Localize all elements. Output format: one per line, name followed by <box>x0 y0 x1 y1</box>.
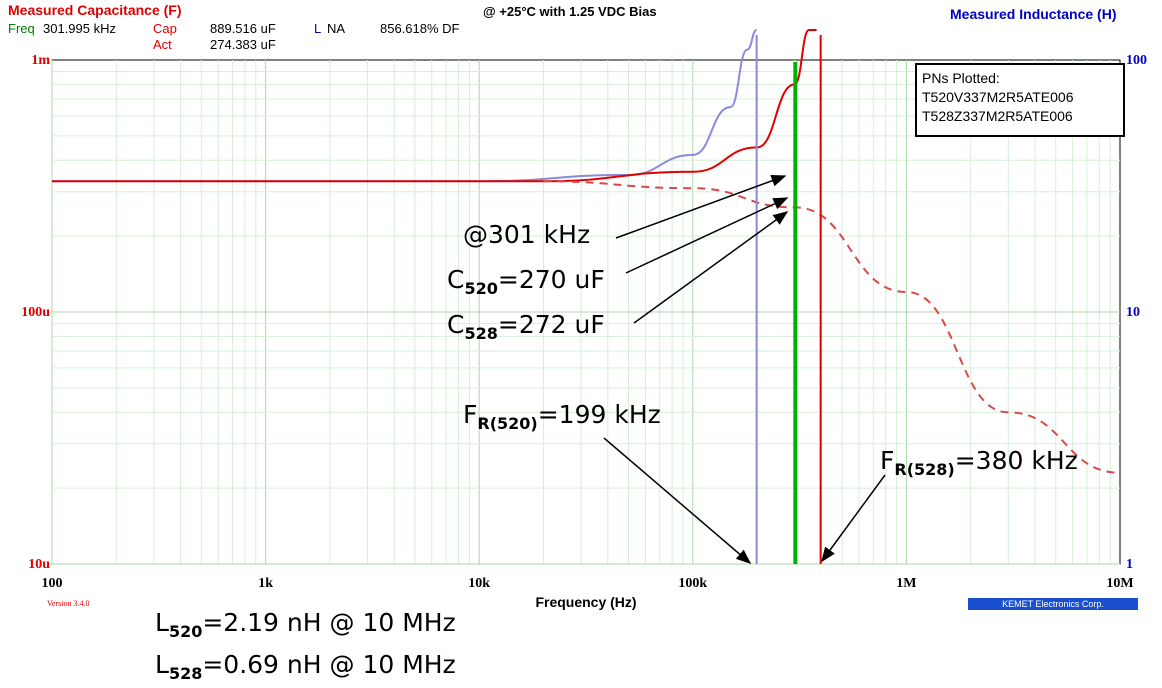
fr520-value: =199 kHz <box>537 400 661 429</box>
fr520-subscript: R(520) <box>477 414 538 433</box>
fr528-subscript: R(528) <box>894 460 955 479</box>
fr528-symbol: F <box>880 446 895 475</box>
fr520-symbol: F <box>463 400 478 429</box>
series <box>52 29 1121 474</box>
y2-tick-label: 1 <box>1126 557 1133 572</box>
x-axis-label: Frequency (Hz) <box>535 594 636 610</box>
freq-value: 301.995 kHz <box>43 21 116 36</box>
legend-item: T528Z337M2R5ATE006 <box>922 108 1073 124</box>
annotation-arrow <box>603 437 752 564</box>
y2-tick-label: 100 <box>1126 53 1147 68</box>
annotation-arrow <box>633 211 789 324</box>
x-tick-label: 10M <box>1106 576 1133 591</box>
freq-label: Freq <box>8 21 35 36</box>
y-tick-label: 100u <box>21 305 50 320</box>
legend-item: T520V337M2R5ATE006 <box>922 89 1074 105</box>
grid <box>51 60 1120 565</box>
annotation-arrow <box>615 175 787 239</box>
x-tick-label: 100 <box>42 576 63 591</box>
x-tick-label: 100k <box>678 576 707 591</box>
act-value: 274.383 uF <box>210 37 276 52</box>
legend: PNs Plotted: T520V337M2R5ATE006 T528Z337… <box>915 63 1125 137</box>
brand-badge: KEMET Electronics Corp. <box>968 598 1138 610</box>
annotation-c520: C520=270 uF <box>447 265 605 298</box>
annotation-fr528: FR(528)=380 kHz <box>880 446 1078 479</box>
annotation-fr520: FR(520)=199 kHz <box>463 400 661 433</box>
df-value: 856.618% DF <box>380 21 460 36</box>
series-line-1 <box>52 29 817 183</box>
c520-subscript: 520 <box>464 279 498 298</box>
l528-value: =0.69 nH @ 10 MHz <box>202 650 456 679</box>
y-tick-label: 1m <box>31 53 50 68</box>
axis-labels: 100 1k 10k 100k 1M 10M 10u 100u 1m 1 10 100 Frequenc… <box>21 53 1147 610</box>
l-label: L <box>314 21 322 36</box>
legend-title: PNs Plotted: <box>922 70 1000 86</box>
act-label: Act <box>153 37 172 52</box>
l520-subscript: 520 <box>168 622 203 641</box>
x-tick-label: 1k <box>258 576 273 591</box>
annotation-l528: L528=0.69 nH @ 10 MHz <box>155 650 456 683</box>
right-axis-title: Measured Inductance (H) <box>950 6 1117 22</box>
c520-value: =270 uF <box>497 265 605 294</box>
c528-symbol: C <box>447 310 465 339</box>
l528-subscript: 528 <box>168 664 203 683</box>
x-tick-label: 10k <box>468 576 490 591</box>
c528-subscript: 528 <box>464 324 498 343</box>
annotation-arrow <box>625 197 789 274</box>
l520-value: =2.19 nH @ 10 MHz <box>202 608 456 637</box>
x-tick-label: 1M <box>896 576 916 591</box>
fr528-value: =380 kHz <box>954 446 1078 475</box>
annotation-arrows <box>603 175 886 564</box>
annotation-l520: L520=2.19 nH @ 10 MHz <box>155 608 456 641</box>
c520-symbol: C <box>447 265 465 294</box>
annotation-arrow <box>821 474 886 563</box>
cap-label: Cap <box>153 21 177 36</box>
y2-tick-label: 10 <box>1126 305 1140 320</box>
chart-condition-title: @ +25°C with 1.25 VDC Bias <box>483 4 657 19</box>
left-axis-title: Measured Capacitance (F) <box>8 2 182 18</box>
annotation-c528: C528=272 uF <box>447 310 605 343</box>
l-value: NA <box>327 21 346 36</box>
annotation-frequency: @301 kHz <box>463 220 591 249</box>
l520-symbol: L <box>155 608 169 637</box>
c528-value: =272 uF <box>497 310 605 339</box>
cap-value: 889.516 uF <box>210 21 276 36</box>
y-tick-label: 10u <box>28 557 50 572</box>
version-label: Version 3.4.0 <box>47 599 90 608</box>
vertical-lines <box>755 35 822 564</box>
l528-symbol: L <box>155 650 169 679</box>
